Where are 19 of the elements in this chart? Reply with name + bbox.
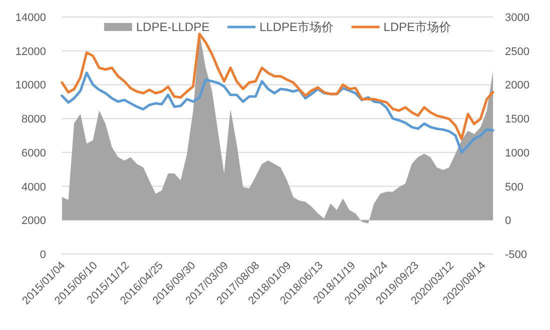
legend-label: LDPE-LLDPE <box>136 20 210 34</box>
y-tick-label: 14000 <box>15 12 46 24</box>
y-tick-label: 8000 <box>22 114 46 126</box>
y-tick-label: 4000 <box>22 181 46 194</box>
y-tick-label: 12000 <box>15 46 46 58</box>
y2-tick-label: 500 <box>505 181 524 194</box>
y2-tick-label: 2500 <box>505 46 530 58</box>
y2-tick-label: 0 <box>505 215 512 228</box>
y2-tick-label: 1500 <box>505 114 530 126</box>
legend-label: LLDPE市场价 <box>259 20 334 34</box>
y-tick-label: 2000 <box>22 215 46 228</box>
y-tick-label: 10000 <box>15 80 46 92</box>
legend-label: LDPE市场价 <box>384 20 451 34</box>
y2-tick-label: 3000 <box>505 12 530 24</box>
y-tick-label: 0 <box>40 249 46 261</box>
y2-tick-label: 2000 <box>505 80 530 92</box>
y2-tick-label: -500 <box>505 249 528 261</box>
y2-tick-label: 1000 <box>505 147 530 160</box>
y-tick-label: 6000 <box>22 147 46 160</box>
